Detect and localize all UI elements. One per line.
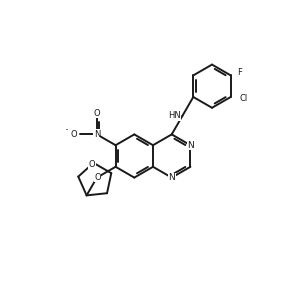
Text: Cl: Cl xyxy=(239,94,248,103)
Text: O: O xyxy=(94,172,101,182)
Text: N: N xyxy=(168,173,175,182)
Text: ·: · xyxy=(64,124,68,137)
Text: F: F xyxy=(237,68,242,77)
Text: O: O xyxy=(94,109,100,118)
Text: O: O xyxy=(70,130,77,139)
Text: N: N xyxy=(187,141,194,150)
Text: N: N xyxy=(94,130,100,139)
Text: HN: HN xyxy=(168,111,181,120)
Text: O: O xyxy=(89,160,95,169)
